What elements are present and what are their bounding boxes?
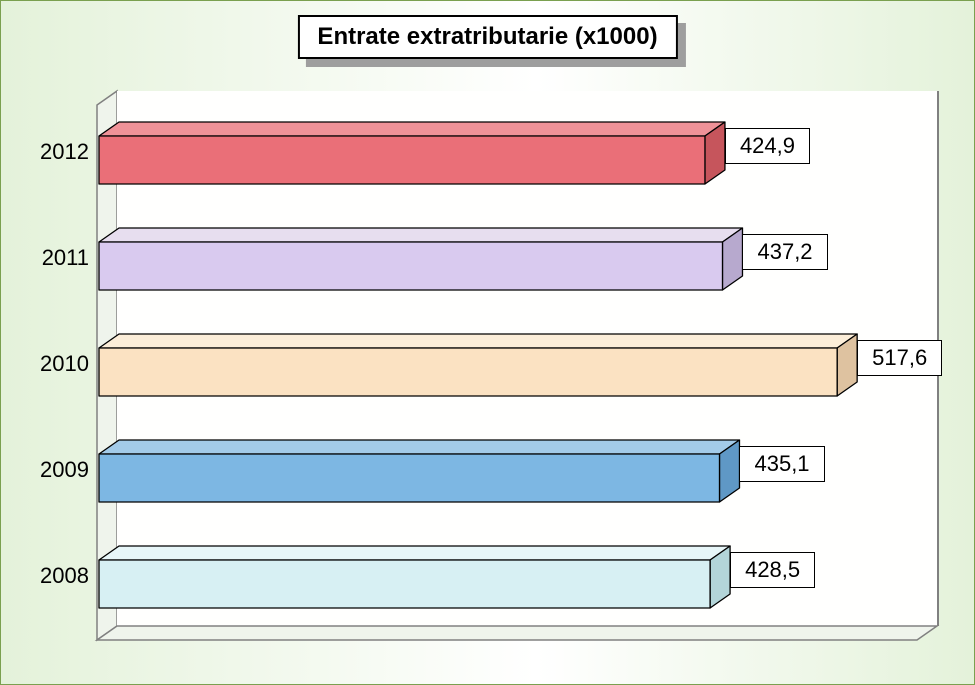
chart-container: Entrate extratributarie (x1000) 2012 2011… [0,0,975,685]
y-axis-label: 2009 [9,457,89,483]
plot-area: 424,9 437,2 517,6 435,1 428,5 [97,91,945,661]
y-axis-label: 2012 [9,139,89,165]
y-axis-label: 2011 [9,245,89,271]
chart-title-wrap: Entrate extratributarie (x1000) [297,15,677,59]
bar [97,438,741,504]
bar [97,332,859,398]
value-label: 517,6 [857,340,942,376]
y-axis-label: 2010 [9,351,89,377]
value-label: 435,1 [739,446,824,482]
y-axis-label: 2008 [9,563,89,589]
value-label: 437,2 [742,234,827,270]
bar [97,226,744,292]
value-label: 428,5 [730,552,815,588]
value-label: 424,9 [725,128,810,164]
bar [97,544,732,610]
bar [97,120,727,186]
y-axis-labels: 2012 2011 2010 2009 2008 [9,91,89,661]
bars-layer [117,91,937,626]
chart-title: Entrate extratributarie (x1000) [297,15,677,59]
